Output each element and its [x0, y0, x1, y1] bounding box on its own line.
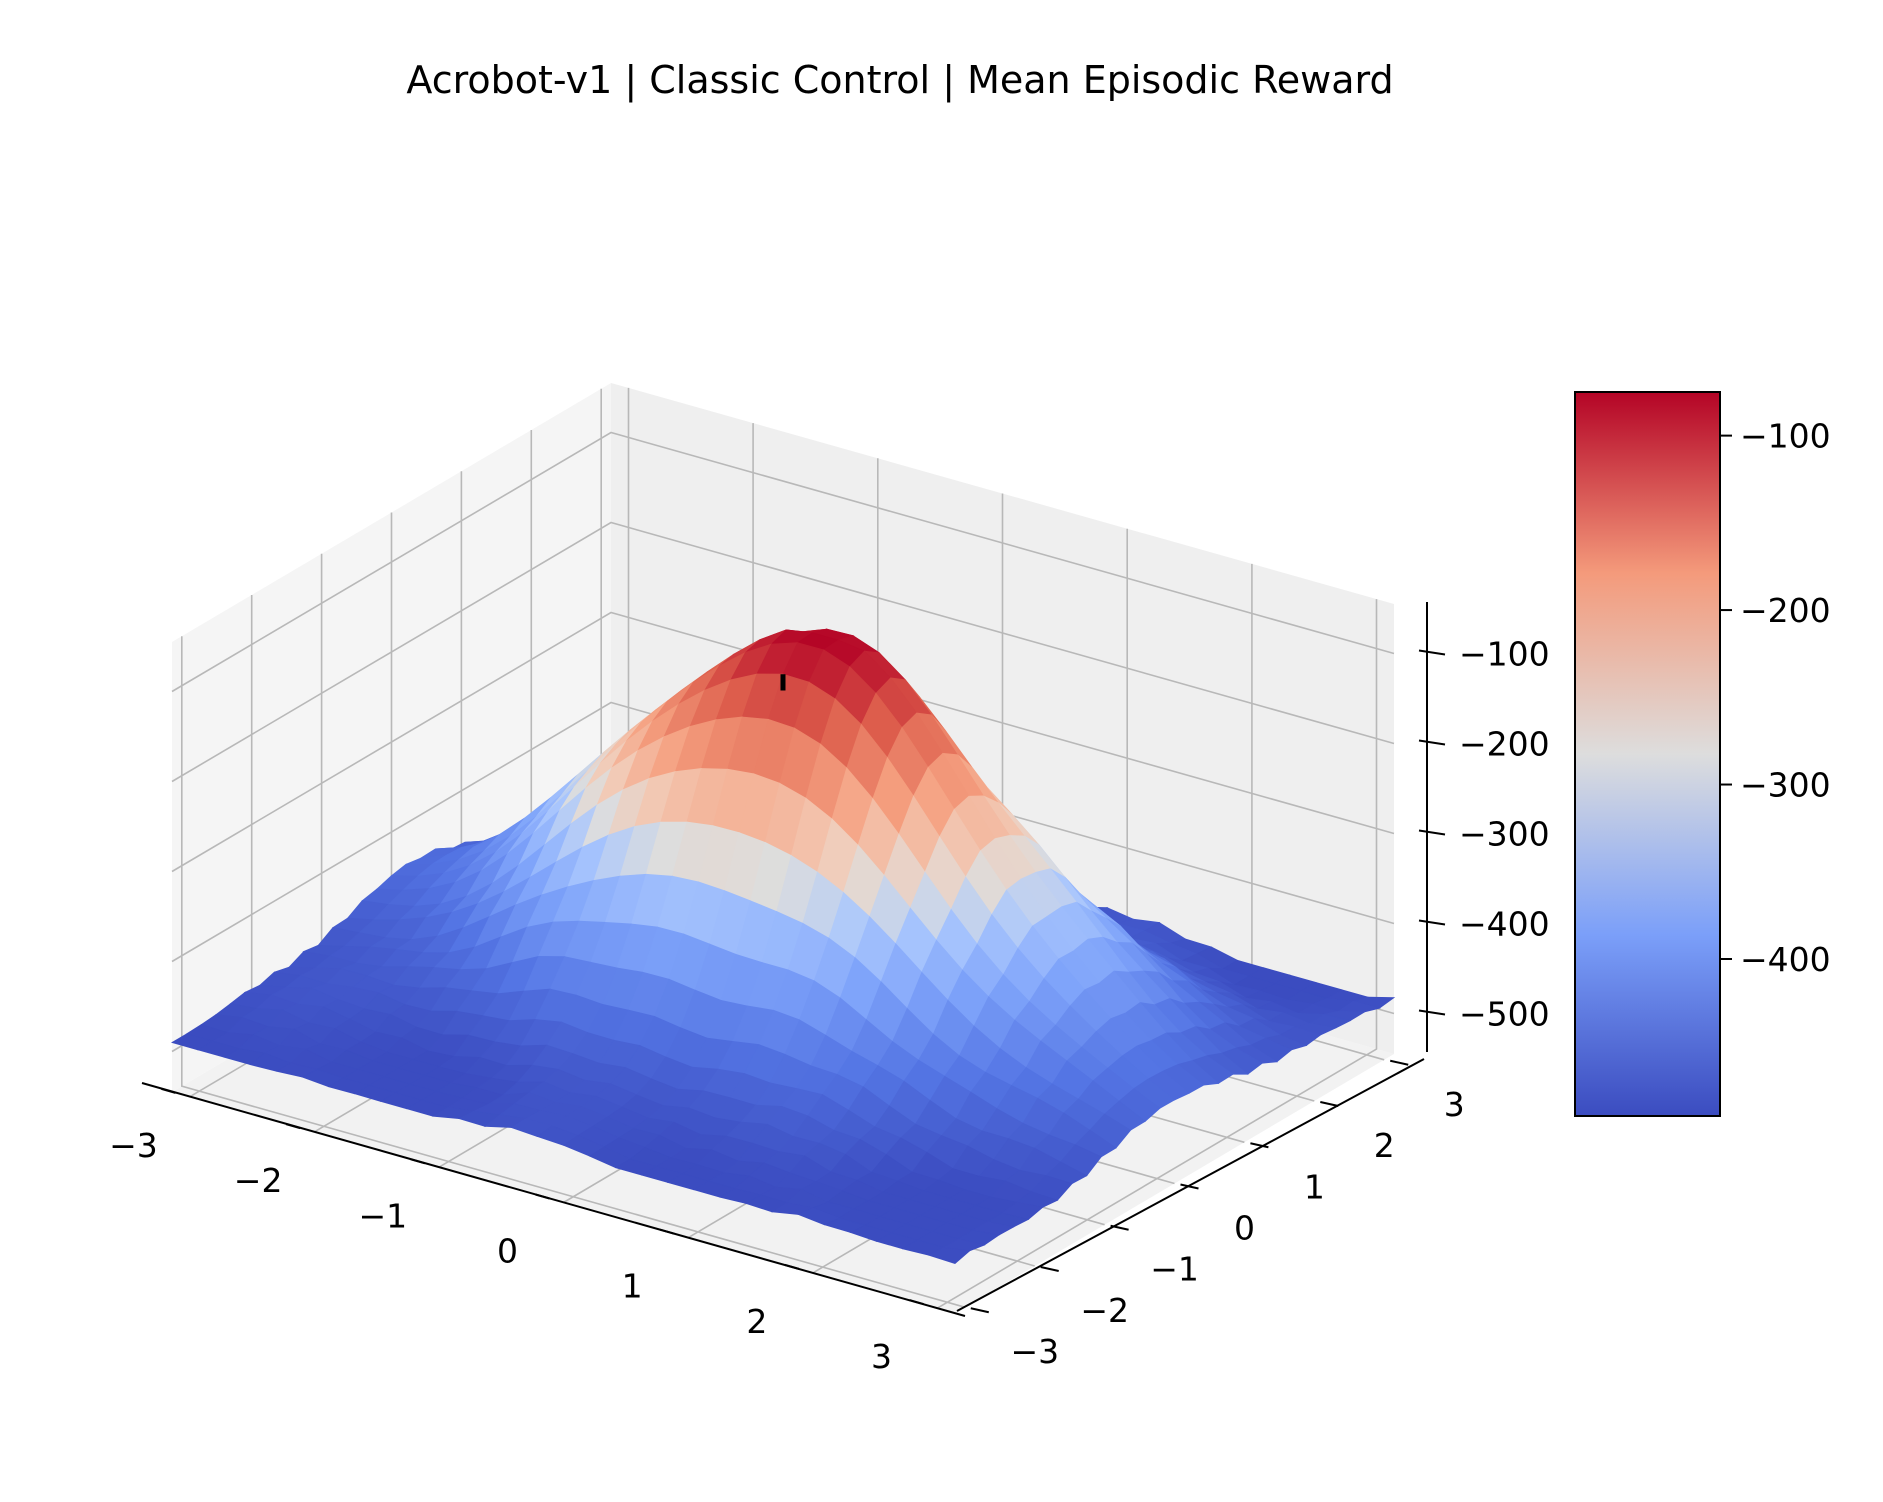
y-tick-mark	[1320, 1101, 1339, 1107]
y-tick-label: 2	[1374, 1126, 1395, 1165]
colorbar-tick-label: −100	[1740, 417, 1831, 456]
z-tick-label: −200	[1459, 725, 1550, 764]
z-tick-label: −500	[1459, 995, 1550, 1034]
x-tick-label: −1	[358, 1196, 407, 1235]
grid-line-z	[171, 701, 1395, 963]
z-tick-label: −400	[1459, 905, 1550, 944]
y-tick-label: −1	[1150, 1250, 1199, 1289]
grid-line-z	[171, 611, 1395, 873]
x-tick-label: −2	[234, 1161, 283, 1200]
z-tick-mark	[1418, 829, 1446, 836]
x-tick-mark	[285, 1123, 301, 1130]
x-tick-mark	[909, 1299, 924, 1306]
x-tick-label: 1	[622, 1267, 643, 1306]
colorbar-gradient	[1574, 391, 1721, 1117]
colorbar-tick-label: −400	[1740, 940, 1831, 979]
x-tick-label: −3	[109, 1126, 158, 1165]
colorbar-tick-label: −300	[1740, 766, 1831, 805]
x-tick-label: 0	[497, 1232, 518, 1271]
colorbar-tick-label: −200	[1740, 591, 1831, 630]
z-tick-label: −300	[1459, 815, 1550, 854]
x-tick-mark	[410, 1158, 426, 1165]
y-tick-mark	[970, 1307, 990, 1314]
y-tick-mark	[1040, 1266, 1059, 1272]
grid-line-z	[171, 431, 1395, 693]
x-tick-label: 3	[871, 1337, 892, 1376]
y-tick-label: 0	[1234, 1209, 1255, 1248]
y-tick-mark	[1110, 1224, 1129, 1231]
y-axis-line	[956, 1058, 1425, 1312]
x-tick-mark	[659, 1228, 675, 1235]
x-tick-mark	[784, 1263, 800, 1270]
y-tick-mark	[1180, 1183, 1199, 1190]
grid-line-y	[181, 636, 966, 1308]
y-tick-label: 1	[1304, 1167, 1325, 1206]
y-tick-mark	[1250, 1142, 1269, 1149]
tick-labels: −3 −2 −1 0 1 2 3 −3 −2 −1 0 1 2 3 −100 −200 −300 −400 −500	[109, 635, 1550, 1377]
colorbar: −100 −200 −300 −400	[1574, 391, 1831, 1117]
x-tick-mark	[161, 1087, 176, 1094]
x-tick-mark	[535, 1193, 550, 1200]
reward-surface	[170, 628, 1396, 1264]
z-tick-label: −100	[1459, 635, 1550, 674]
z-tick-mark	[1418, 1009, 1446, 1016]
z-tick-mark	[1418, 649, 1446, 656]
z-tick-mark	[1418, 919, 1446, 926]
grid-line-x	[937, 599, 1378, 1309]
y-tick-label: −3	[1010, 1332, 1059, 1371]
y-tick-label: −2	[1080, 1291, 1129, 1330]
z-tick-mark	[1418, 739, 1446, 746]
surface-facet	[927, 1247, 971, 1264]
y-tick-mark	[1389, 1059, 1409, 1066]
x-axis-line	[141, 1082, 966, 1317]
y-tick-label: 3	[1444, 1085, 1465, 1124]
x-tick-label: 2	[746, 1302, 767, 1341]
chart-title: Acrobot-v1 | Classic Control | Mean Epis…	[406, 58, 1393, 103]
axis-lines	[141, 602, 1446, 1317]
grid-line-z	[171, 521, 1395, 783]
colorbar-ticks: −100 −200 −300 −400	[1720, 417, 1831, 979]
